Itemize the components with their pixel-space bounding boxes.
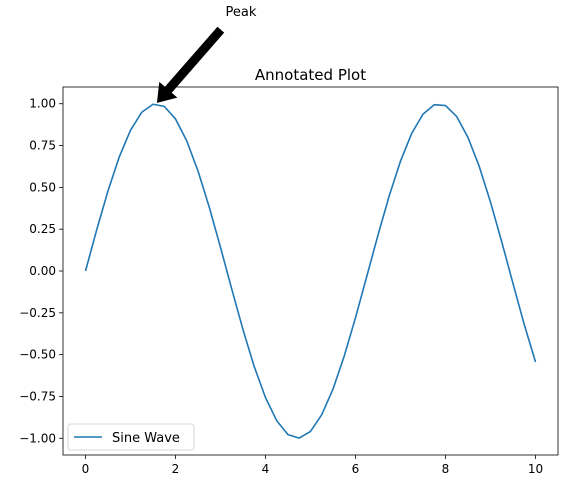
plot-area bbox=[63, 87, 558, 455]
annotations: Peak bbox=[156, 5, 257, 103]
legend-label-sine-wave: Sine Wave bbox=[112, 431, 180, 446]
x-tick-label: 10 bbox=[528, 462, 543, 476]
annotation-arrow bbox=[156, 26, 225, 103]
y-tick-label: 0.50 bbox=[29, 180, 56, 194]
series-line-0 bbox=[84, 103, 537, 439]
y-tick-label: −0.50 bbox=[19, 348, 56, 362]
series-lines bbox=[84, 103, 537, 439]
y-tick-label: 1.00 bbox=[29, 97, 56, 111]
y-tick-label: −1.00 bbox=[19, 431, 56, 445]
y-tick-label: −0.75 bbox=[19, 389, 56, 403]
x-tick-label: 0 bbox=[82, 462, 90, 476]
y-tick-label: 0.25 bbox=[29, 222, 56, 236]
y-tick-label: −0.25 bbox=[19, 306, 56, 320]
annotation-text: Peak bbox=[226, 5, 257, 20]
x-tick-label: 8 bbox=[442, 462, 450, 476]
x-tick-label: 4 bbox=[262, 462, 270, 476]
legend: Sine Wave bbox=[67, 423, 195, 451]
y-tick-label: 0.00 bbox=[29, 264, 56, 278]
plot-frame bbox=[62, 86, 559, 456]
legend-box bbox=[67, 423, 195, 451]
x-tick-label: 6 bbox=[352, 462, 360, 476]
chart-title: Annotated Plot bbox=[255, 66, 366, 84]
axis-ticks: 0 2 4 6 8 10 −1.00 −0.75 −0.50 −0.25 0.00 0.25 0.50 0… bbox=[19, 97, 543, 476]
x-tick-label: 2 bbox=[172, 462, 180, 476]
y-tick-label: 0.75 bbox=[29, 139, 56, 153]
